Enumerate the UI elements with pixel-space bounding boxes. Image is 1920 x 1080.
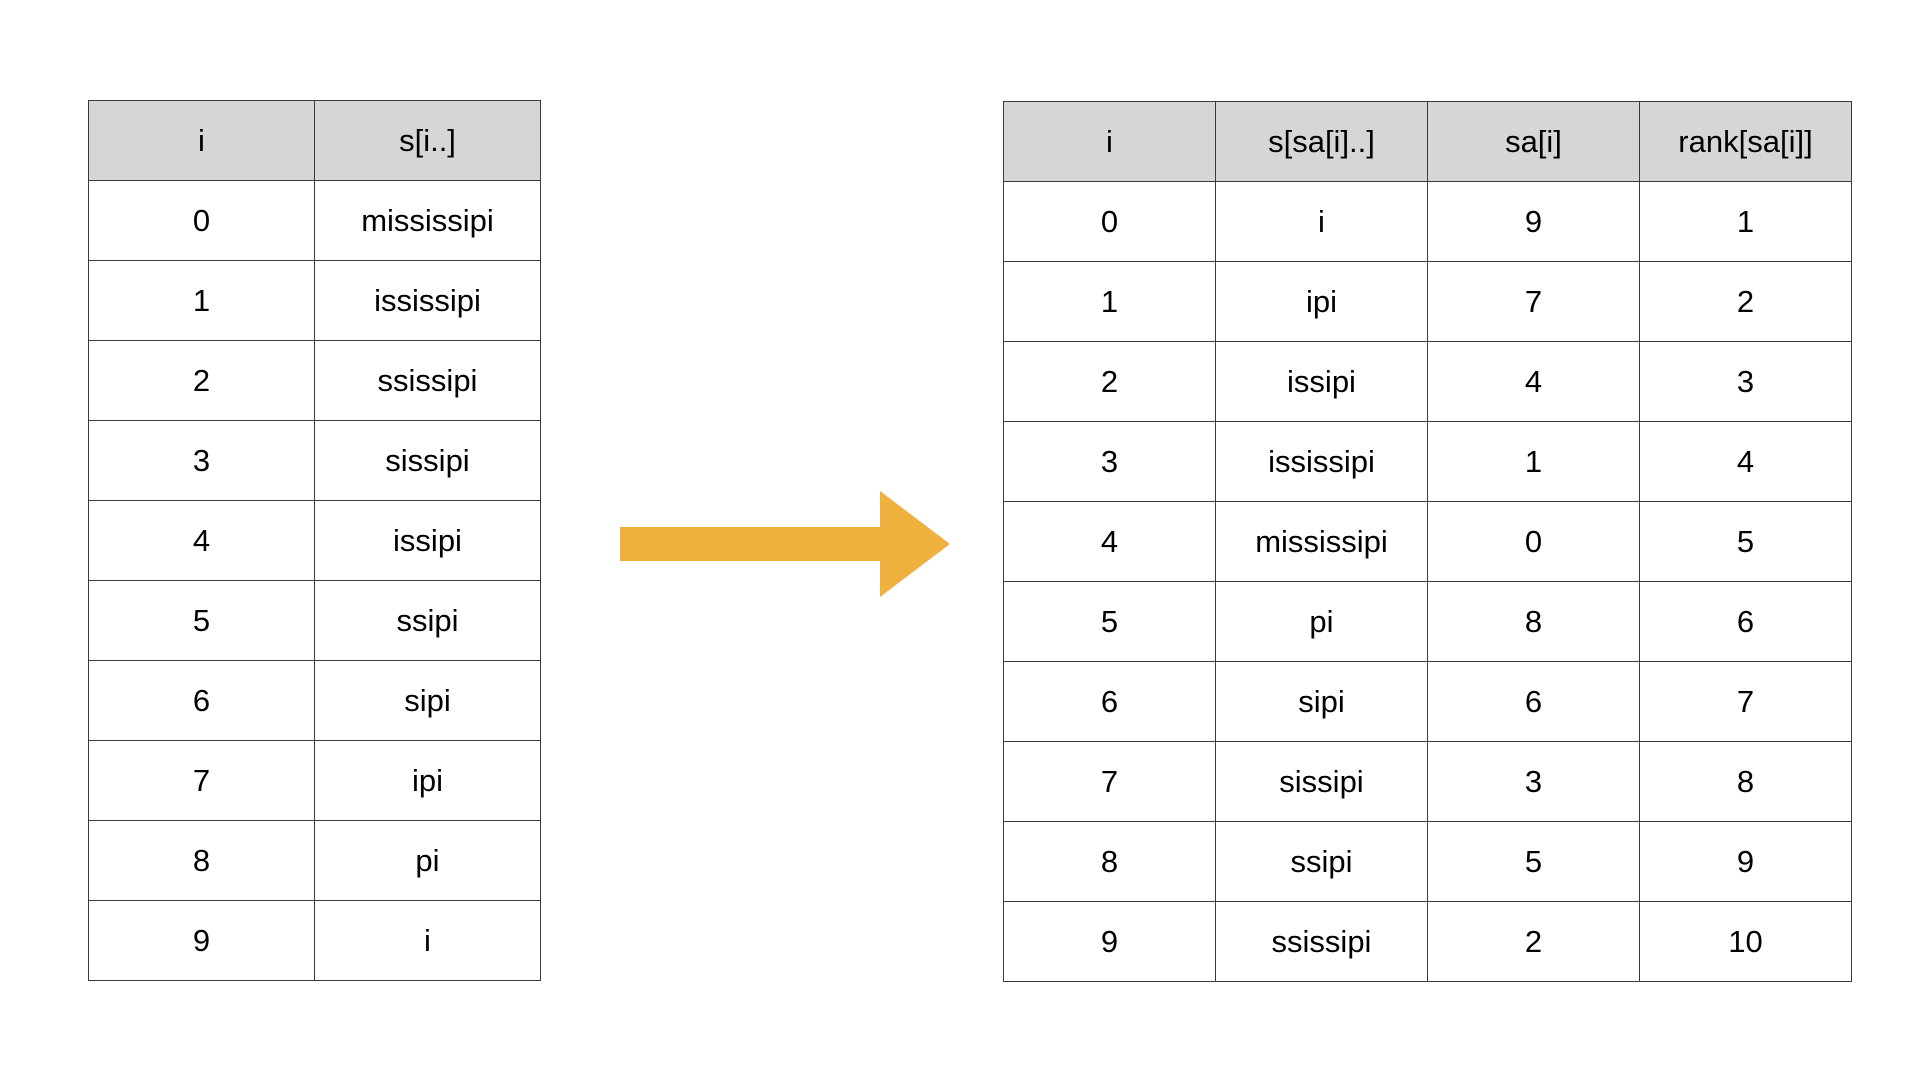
table-row: 8 ssipi 5 9 [1003,821,1852,902]
cell-rank: 5 [1639,501,1852,582]
table-row: 1 ipi 7 2 [1003,261,1852,342]
cell-rank: 2 [1639,261,1852,342]
cell-rank: 4 [1639,421,1852,502]
cell-index: 3 [88,420,315,501]
cell-index: 5 [1003,581,1216,662]
cell-sa: 3 [1427,741,1640,822]
table-row: 4 issipi [88,500,541,581]
cell-suffix: ipi [1215,261,1428,342]
cell-index: 1 [88,260,315,341]
table-row: 6 sipi [88,660,541,741]
cell-index: 2 [1003,341,1216,422]
cell-sa: 9 [1427,181,1640,262]
table-row: 2 ssissipi [88,340,541,421]
cell-sa: 4 [1427,341,1640,422]
cell-rank: 3 [1639,341,1852,422]
cell-index: 8 [88,820,315,901]
table-header-row: i s[i..] [88,100,541,181]
table-row: 2 issipi 4 3 [1003,341,1852,422]
cell-suffix: sipi [314,660,541,741]
cell-sa: 8 [1427,581,1640,662]
cell-rank: 8 [1639,741,1852,822]
column-header-sa: sa[i] [1427,101,1640,182]
cell-index: 6 [1003,661,1216,742]
cell-rank: 9 [1639,821,1852,902]
cell-suffix: i [314,900,541,981]
cell-sa: 0 [1427,501,1640,582]
cell-index: 4 [88,500,315,581]
cell-suffix: ipi [314,740,541,821]
table-row: 3 ississipi 1 4 [1003,421,1852,502]
cell-index: 0 [1003,181,1216,262]
table-row: 9 ssissipi 2 10 [1003,901,1852,982]
cell-index: 4 [1003,501,1216,582]
cell-suffix: sissipi [1215,741,1428,822]
table-row: 0 i 9 1 [1003,181,1852,262]
suffix-array-table: i s[sa[i]..] sa[i] rank[sa[i]] 0 i 9 1 1… [1003,101,1852,982]
cell-sa: 5 [1427,821,1640,902]
cell-sa: 7 [1427,261,1640,342]
cell-suffix: pi [314,820,541,901]
cell-index: 0 [88,180,315,261]
cell-suffix: ssissipi [314,340,541,421]
cell-index: 9 [88,900,315,981]
cell-suffix: ssipi [314,580,541,661]
cell-suffix: ississipi [1215,421,1428,502]
table-row: 5 pi 8 6 [1003,581,1852,662]
column-header-i: i [88,100,315,181]
cell-suffix: mississipi [314,180,541,261]
cell-index: 3 [1003,421,1216,502]
cell-index: 7 [1003,741,1216,822]
cell-index: 2 [88,340,315,421]
cell-suffix: sissipi [314,420,541,501]
cell-suffix: mississipi [1215,501,1428,582]
table-row: 8 pi [88,820,541,901]
table-row: 4 mississipi 0 5 [1003,501,1852,582]
cell-index: 9 [1003,901,1216,982]
arrow-shape [620,491,950,597]
cell-rank: 1 [1639,181,1852,262]
right-arrow-icon [620,491,950,597]
cell-sa: 2 [1427,901,1640,982]
cell-index: 8 [1003,821,1216,902]
table-row: 7 ipi [88,740,541,821]
cell-index: 5 [88,580,315,661]
table-header-row: i s[sa[i]..] sa[i] rank[sa[i]] [1003,101,1852,182]
table-row: 7 sissipi 3 8 [1003,741,1852,822]
column-header-sorted-suffix: s[sa[i]..] [1215,101,1428,182]
cell-rank: 7 [1639,661,1852,742]
cell-index: 6 [88,660,315,741]
cell-suffix: i [1215,181,1428,262]
cell-suffix: ssipi [1215,821,1428,902]
table-row: 6 sipi 6 7 [1003,661,1852,742]
column-header-suffix: s[i..] [314,100,541,181]
cell-index: 7 [88,740,315,821]
table-row: 3 sissipi [88,420,541,501]
cell-sa: 6 [1427,661,1640,742]
cell-rank: 6 [1639,581,1852,662]
cell-suffix: pi [1215,581,1428,662]
suffixes-table: i s[i..] 0 mississipi 1 ississipi 2 ssis… [88,100,541,981]
cell-suffix: ssissipi [1215,901,1428,982]
cell-sa: 1 [1427,421,1640,502]
cell-suffix: ississipi [314,260,541,341]
cell-suffix: sipi [1215,661,1428,742]
cell-rank: 10 [1639,901,1852,982]
table-row: 5 ssipi [88,580,541,661]
column-header-rank: rank[sa[i]] [1639,101,1852,182]
cell-suffix: issipi [1215,341,1428,422]
table-row: 0 mississipi [88,180,541,261]
table-row: 9 i [88,900,541,981]
column-header-i: i [1003,101,1216,182]
cell-suffix: issipi [314,500,541,581]
cell-index: 1 [1003,261,1216,342]
table-row: 1 ississipi [88,260,541,341]
